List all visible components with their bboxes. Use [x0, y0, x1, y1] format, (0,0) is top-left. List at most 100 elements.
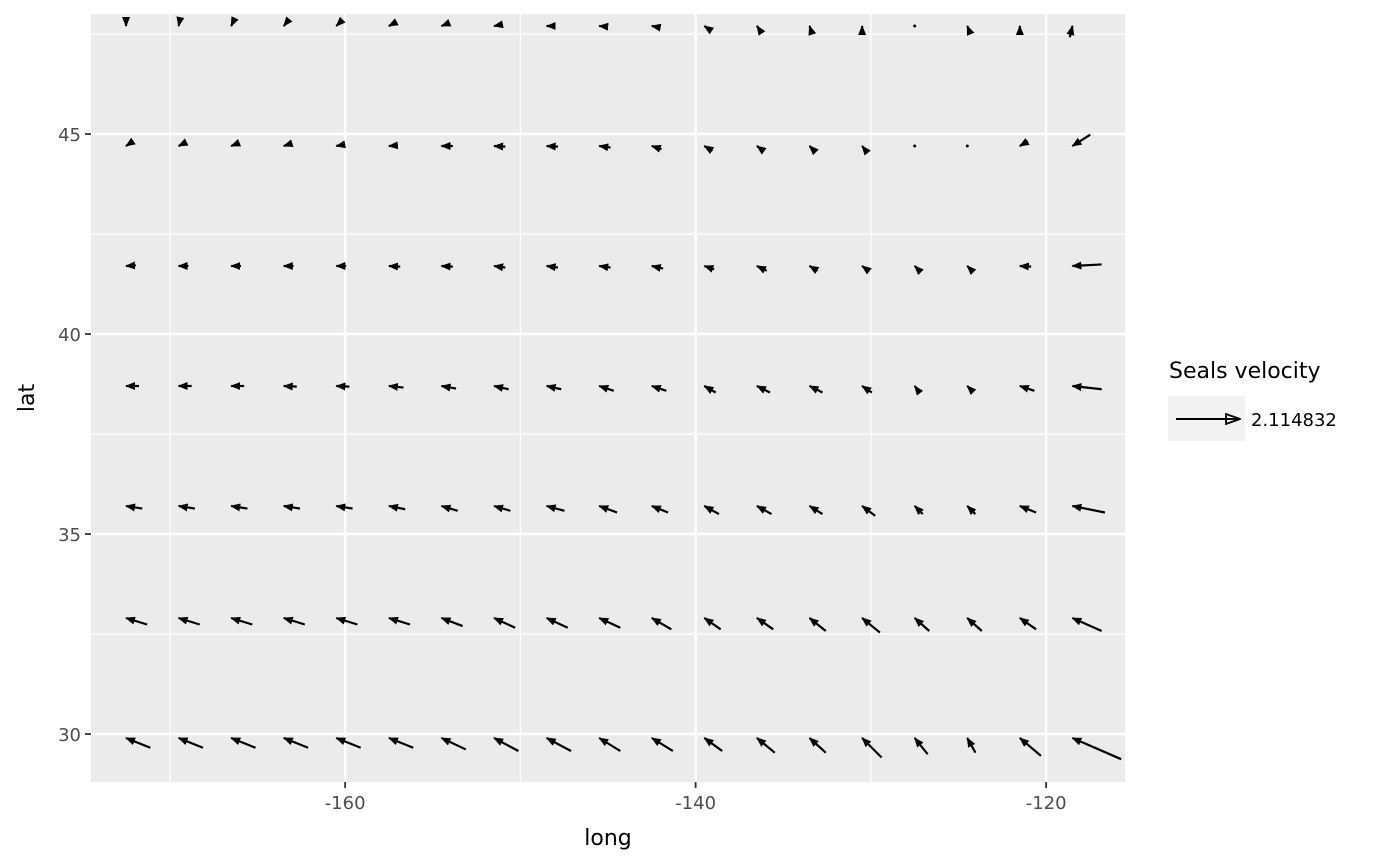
velocity-arrow	[861, 265, 872, 275]
velocity-arrow	[125, 616, 148, 626]
velocity-arrow	[335, 140, 346, 149]
velocity-arrow	[598, 384, 615, 393]
velocity-arrow	[230, 503, 248, 512]
velocity-arrow	[756, 265, 768, 274]
velocity-arrow	[545, 384, 562, 392]
velocity-arrow	[756, 617, 774, 631]
velocity-arrow	[335, 16, 346, 27]
velocity-arrow	[861, 145, 871, 156]
velocity-arrow	[703, 385, 717, 394]
velocity-arrow	[493, 737, 519, 752]
velocity-arrow	[966, 505, 977, 516]
velocity-arrow	[861, 505, 876, 517]
velocity-arrow	[545, 142, 559, 151]
y-axis-title: lat	[15, 384, 40, 413]
velocity-arrow	[703, 737, 723, 752]
velocity-arrows	[122, 16, 1122, 761]
velocity-arrow	[650, 737, 674, 752]
velocity-arrow	[1018, 137, 1030, 147]
velocity-arrow	[1071, 736, 1122, 761]
velocity-arrow	[913, 144, 917, 148]
velocity-arrow	[650, 23, 662, 32]
major-gridlines	[91, 14, 1125, 782]
x-axis: -160 -140 -120	[325, 782, 1067, 814]
velocity-arrow	[387, 503, 406, 512]
velocity-arrow	[756, 25, 766, 36]
velocity-arrow	[703, 617, 722, 631]
x-axis-title: long	[584, 826, 631, 851]
y-tick-label: 35	[58, 525, 81, 546]
velocity-arrow	[387, 141, 399, 150]
velocity-arrow	[125, 736, 151, 749]
velocity-arrow	[650, 144, 662, 153]
velocity-arrow	[1071, 133, 1091, 147]
velocity-arrow	[493, 504, 511, 513]
velocity-arrow	[703, 145, 715, 155]
velocity-arrow	[650, 617, 672, 631]
velocity-arrow	[808, 737, 827, 754]
velocity-arrow	[335, 736, 362, 749]
velocity-arrow	[176, 16, 185, 27]
y-tick-label: 30	[58, 725, 81, 746]
velocity-arrow	[388, 18, 399, 27]
y-tick-label: 45	[58, 125, 81, 146]
velocity-arrow	[808, 617, 827, 632]
velocity-arrow	[808, 505, 824, 515]
velocity-arrow	[703, 264, 715, 273]
velocity-arrow	[493, 142, 506, 151]
plot-panel	[91, 14, 1125, 782]
velocity-arrow	[230, 16, 239, 27]
velocity-arrow	[282, 616, 306, 626]
velocity-arrow	[913, 265, 924, 276]
velocity-arrow	[650, 264, 664, 272]
velocity-arrow	[756, 737, 776, 754]
velocity-arrow	[335, 382, 350, 391]
velocity-arrow	[125, 261, 136, 270]
velocity-arrow	[598, 737, 621, 752]
velocity-arrow	[965, 144, 969, 148]
velocity-arrow	[493, 617, 516, 629]
velocity-arrow	[966, 737, 977, 754]
velocity-arrow	[493, 384, 509, 392]
velocity-arrow	[282, 503, 301, 512]
velocity-arrow	[861, 385, 873, 395]
velocity-arrow	[125, 137, 136, 147]
velocity-arrow	[703, 505, 720, 516]
velocity-arrow	[545, 737, 572, 752]
velocity-arrow	[230, 616, 253, 626]
minor-gridlines	[91, 14, 1125, 782]
velocity-arrow	[177, 736, 204, 749]
x-tick-label: -140	[675, 793, 716, 814]
x-tick-label: -160	[325, 793, 366, 814]
velocity-arrow	[703, 25, 715, 35]
velocity-arrow	[913, 24, 917, 28]
velocity-arrow	[756, 505, 773, 516]
velocity-arrow	[177, 503, 196, 512]
velocity-arrow	[1066, 25, 1075, 38]
velocity-arrow	[125, 503, 143, 512]
velocity-arrow	[808, 25, 817, 36]
velocity-arrow	[1071, 261, 1102, 270]
velocity-arrow	[493, 20, 504, 29]
velocity-arrow	[861, 737, 883, 759]
velocity-arrow	[282, 16, 293, 27]
velocity-arrow	[966, 265, 977, 276]
velocity-arrow	[493, 263, 506, 272]
legend: Seals velocity 2.114832	[1168, 359, 1337, 441]
velocity-arrow	[545, 617, 569, 629]
velocity-arrow	[598, 504, 618, 514]
velocity-arrow	[387, 382, 404, 391]
velocity-arrow	[1071, 616, 1103, 633]
x-tick-label: -120	[1026, 793, 1067, 814]
velocity-arrow	[387, 262, 401, 271]
velocity-arrow	[282, 139, 294, 148]
velocity-arrow	[335, 503, 353, 512]
velocity-arrow	[808, 385, 824, 394]
velocity-arrow	[1019, 617, 1037, 631]
velocity-arrow	[1018, 262, 1032, 271]
velocity-arrow	[440, 504, 459, 513]
velocity-arrow	[966, 617, 983, 632]
velocity-arrow	[282, 736, 309, 749]
velocity-arrow	[808, 145, 819, 156]
